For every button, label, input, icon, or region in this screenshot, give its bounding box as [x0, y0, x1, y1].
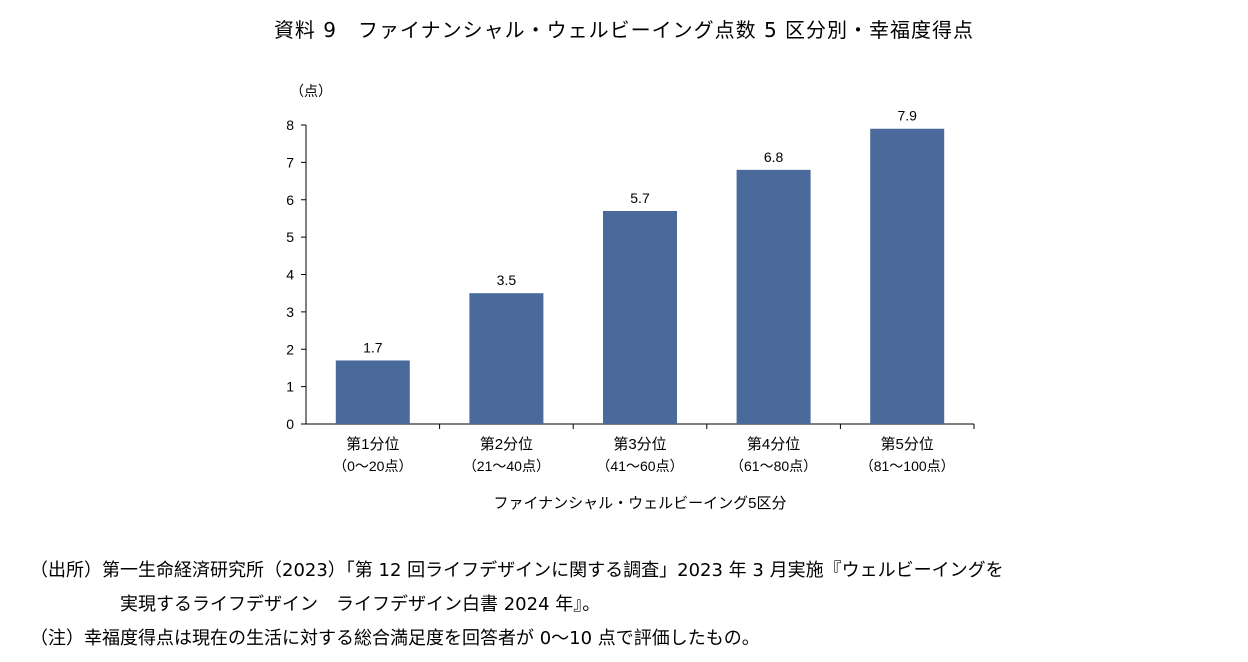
- x-tick-label: 第3分位: [613, 435, 666, 453]
- x-tick-range-label: （21～40点）: [463, 458, 550, 474]
- x-tick-label: 第4分位: [747, 435, 800, 453]
- x-tick-label: 第2分位: [480, 435, 533, 453]
- y-tick-label: 8: [286, 117, 294, 133]
- y-tick-label: 5: [286, 229, 294, 245]
- source-note-line1: （出所）第一生命経済研究所（2023）「第 12 回ライフデザインに関する調査」…: [30, 560, 1004, 581]
- bar: [603, 210, 677, 424]
- bar: [469, 293, 544, 424]
- data-label: 3.5: [497, 272, 517, 288]
- data-label: 5.7: [630, 190, 650, 206]
- chart-title: 資料 9 ファイナンシャル・ウェルビーイング点数 5 区分別・幸福度得点: [273, 18, 975, 42]
- y-axis-unit-label: （点）: [290, 83, 332, 99]
- data-label: 6.8: [764, 149, 784, 165]
- x-axis-title: ファイナンシャル・ウェルビーイング5区分: [493, 495, 786, 512]
- data-label: 7.9: [897, 108, 917, 124]
- x-tick-range-label: （61～80点）: [730, 458, 817, 474]
- x-tick-range-label: （0～20点）: [333, 458, 412, 474]
- y-tick-label: 4: [286, 267, 294, 283]
- bar-chart: （点） 0 1 2 3 4 5 6 7 8 1.7 第1分位 （0～20点） 3.5 第2分位 （21～40点…: [286, 83, 975, 512]
- y-tick-label: 3: [286, 304, 294, 320]
- bar: [870, 128, 945, 425]
- x-tick-label: 第1分位: [346, 435, 399, 453]
- x-tick-label: 第5分位: [881, 435, 934, 453]
- x-tick-range-label: （81～100点）: [860, 458, 955, 474]
- x-tick-range-label: （41～60点）: [596, 458, 683, 474]
- bar: [736, 169, 811, 424]
- y-tick-label: 1: [286, 379, 294, 395]
- bar: [335, 360, 410, 424]
- y-tick-label: 2: [286, 341, 294, 357]
- footnote: （注）幸福度得点は現在の生活に対する総合満足度を回答者が 0～10 点で評価した…: [30, 628, 760, 649]
- source-note-line2: 実現するライフデザイン ライフデザイン白書 2024 年』。: [120, 594, 601, 615]
- y-tick-label: 6: [286, 192, 294, 208]
- data-label: 1.7: [363, 339, 383, 355]
- y-tick-label: 0: [286, 416, 294, 432]
- y-tick-label: 7: [286, 154, 294, 170]
